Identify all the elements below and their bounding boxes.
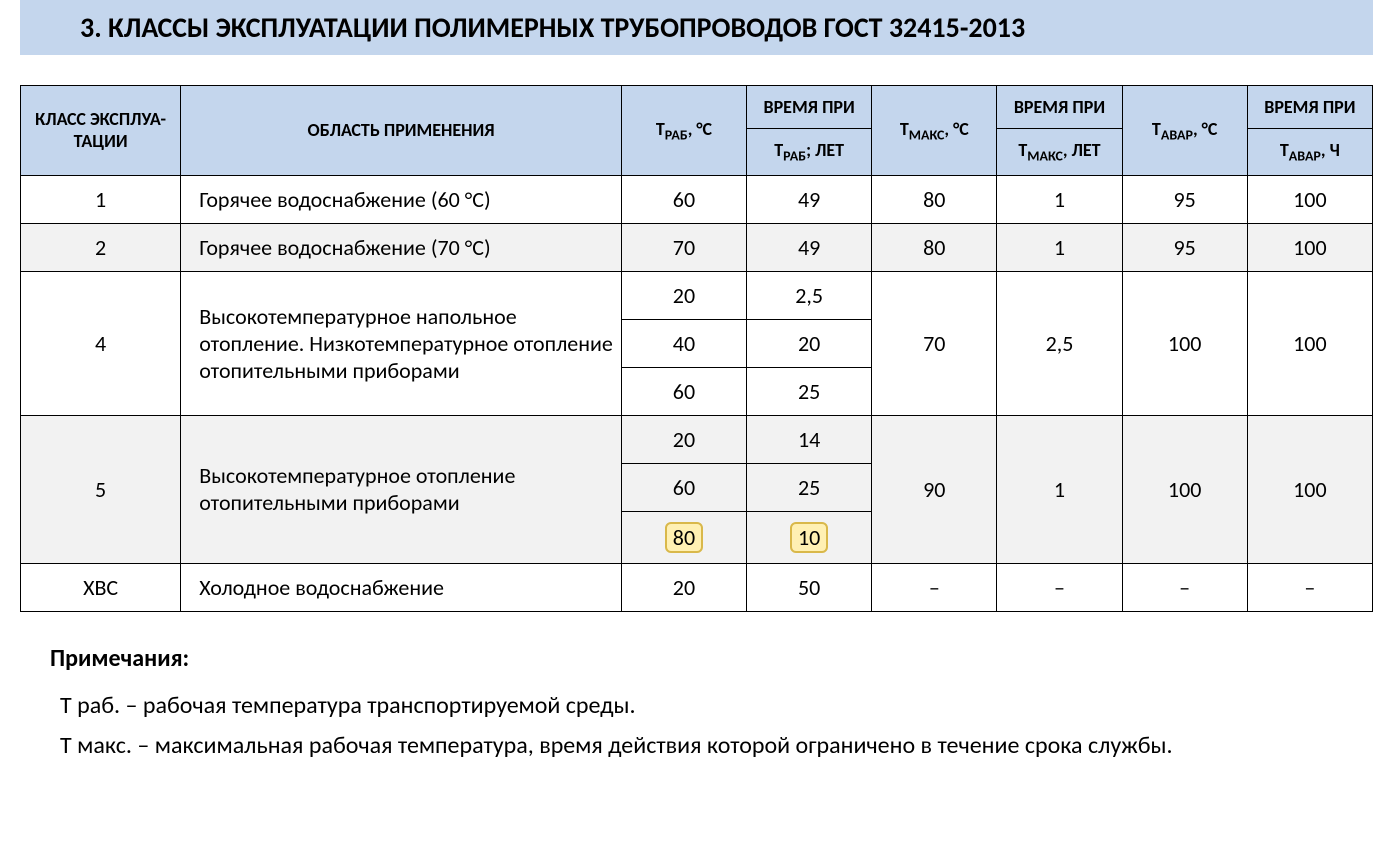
cell-tmax-years: 1 xyxy=(997,175,1122,223)
col-time-tmax: ВРЕМЯ ПРИ xyxy=(997,86,1122,129)
note-line: Т макс. – максимальная рабочая температу… xyxy=(20,729,1373,763)
col-tavar: ТАВАР, °C xyxy=(1122,86,1247,176)
cell-tmax: 80 xyxy=(872,175,997,223)
cell-trab-years: 25 xyxy=(747,463,872,511)
note-line: Т раб. – рабочая температура транспортир… xyxy=(20,689,1373,723)
cell-app: Горячее водоснабжение (70 °C) xyxy=(181,223,622,271)
cell-trab: 20 xyxy=(621,415,746,463)
highlight: 80 xyxy=(665,522,703,553)
cell-trab-years: 10 xyxy=(747,511,872,563)
cell-trab: 60 xyxy=(621,175,746,223)
cell-tavar: 95 xyxy=(1122,175,1247,223)
cell-class: 5 xyxy=(21,415,181,563)
page: 3. КЛАССЫ ЭКСПЛУАТАЦИИ ПОЛИМЕРНЫХ ТРУБОП… xyxy=(0,0,1393,808)
table-header: КЛАСС ЭКСПЛУА-ТАЦИИ ОБЛАСТЬ ПРИМЕНЕНИЯ Т… xyxy=(21,86,1373,176)
cell-tavar: – xyxy=(1122,563,1247,611)
cell-trab: 60 xyxy=(621,463,746,511)
cell-tmax: – xyxy=(872,563,997,611)
section-title: 3. КЛАССЫ ЭКСПЛУАТАЦИИ ПОЛИМЕРНЫХ ТРУБОП… xyxy=(20,0,1373,55)
table-row: 5 Высокотемпературное отопление отопител… xyxy=(21,415,1373,463)
cell-tavar: 100 xyxy=(1122,415,1247,563)
cell-app: Горячее водоснабжение (60 °C) xyxy=(181,175,622,223)
cell-trab-years: 2,5 xyxy=(747,271,872,319)
cell-class: 2 xyxy=(21,223,181,271)
cell-trab: 40 xyxy=(621,319,746,367)
col-app: ОБЛАСТЬ ПРИМЕНЕНИЯ xyxy=(181,86,622,176)
cell-app: Высокотемпературное напольное отопление.… xyxy=(181,271,622,415)
cell-trab: 80 xyxy=(621,511,746,563)
col-class: КЛАСС ЭКСПЛУА-ТАЦИИ xyxy=(21,86,181,176)
cell-trab-years: 49 xyxy=(747,175,872,223)
col-trab-years: ТРАБ; ЛЕТ xyxy=(747,129,872,176)
table-row: ХВС Холодное водоснабжение 20 50 – – – – xyxy=(21,563,1373,611)
cell-tavar: 95 xyxy=(1122,223,1247,271)
cell-app: Высокотемпературное отопление отопительн… xyxy=(181,415,622,563)
cell-tavar-hours: – xyxy=(1247,563,1372,611)
service-class-table: КЛАСС ЭКСПЛУА-ТАЦИИ ОБЛАСТЬ ПРИМЕНЕНИЯ Т… xyxy=(20,85,1373,612)
cell-tmax-years: 2,5 xyxy=(997,271,1122,415)
notes-title: Примечания: xyxy=(50,642,1373,676)
highlight: 10 xyxy=(790,522,828,553)
cell-trab-years: 25 xyxy=(747,367,872,415)
cell-tmax: 70 xyxy=(872,271,997,415)
cell-tavar: 100 xyxy=(1122,271,1247,415)
cell-trab: 20 xyxy=(621,563,746,611)
cell-trab-years: 14 xyxy=(747,415,872,463)
notes-block: Примечания: Т раб. – рабочая температура… xyxy=(20,642,1373,763)
cell-trab-years: 20 xyxy=(747,319,872,367)
col-time-tavar: ВРЕМЯ ПРИ xyxy=(1247,86,1372,129)
col-trab: ТРАБ, °C xyxy=(621,86,746,176)
cell-class: ХВС xyxy=(21,563,181,611)
cell-trab-years: 50 xyxy=(747,563,872,611)
col-tavar-hours: ТАВАР, Ч xyxy=(1247,129,1372,176)
table-row: 4 Высокотемпературное напольное отоплени… xyxy=(21,271,1373,319)
cell-class: 1 xyxy=(21,175,181,223)
cell-tavar-hours: 100 xyxy=(1247,415,1372,563)
cell-tmax-years: 1 xyxy=(997,415,1122,563)
col-tmax: ТМАКС, °C xyxy=(872,86,997,176)
col-tmax-years: ТМАКС, ЛЕТ xyxy=(997,129,1122,176)
table-row: 2 Горячее водоснабжение (70 °C) 70 49 80… xyxy=(21,223,1373,271)
cell-tmax: 80 xyxy=(872,223,997,271)
cell-tavar-hours: 100 xyxy=(1247,271,1372,415)
cell-tavar-hours: 100 xyxy=(1247,175,1372,223)
cell-tavar-hours: 100 xyxy=(1247,223,1372,271)
table-row: 1 Горячее водоснабжение (60 °C) 60 49 80… xyxy=(21,175,1373,223)
cell-tmax-years: – xyxy=(997,563,1122,611)
cell-trab-years: 49 xyxy=(747,223,872,271)
cell-class: 4 xyxy=(21,271,181,415)
cell-tmax-years: 1 xyxy=(997,223,1122,271)
cell-app: Холодное водоснабжение xyxy=(181,563,622,611)
col-time-trab: ВРЕМЯ ПРИ xyxy=(747,86,872,129)
cell-tmax: 90 xyxy=(872,415,997,563)
cell-trab: 60 xyxy=(621,367,746,415)
cell-trab: 20 xyxy=(621,271,746,319)
cell-trab: 70 xyxy=(621,223,746,271)
